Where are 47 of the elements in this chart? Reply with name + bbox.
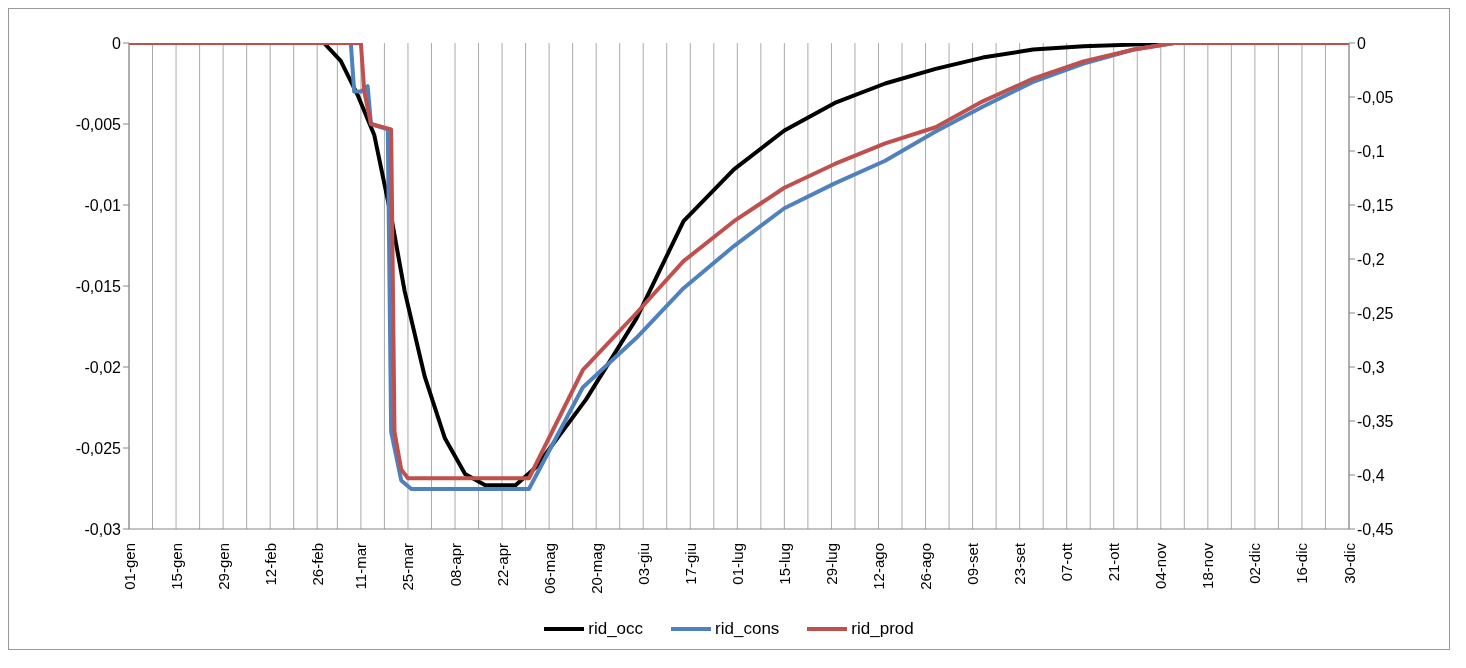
legend-label: rid_occ [588, 619, 644, 639]
x-tick-label: 26-ago [917, 543, 935, 590]
x-tick-label: 25-mar [399, 543, 417, 591]
y-tick-label: -0,02 [84, 358, 122, 376]
x-tick-label: 11-mar [352, 543, 370, 590]
legend-label: rid_prod [851, 619, 914, 639]
y2-tick-label: -0,15 [1357, 196, 1394, 214]
y-tick-label: -0,01 [84, 196, 122, 214]
y-tick-label: -0,03 [84, 520, 122, 538]
y2-tick-label: -0,45 [1357, 520, 1394, 538]
x-tick-label: 23-set [1011, 542, 1029, 585]
y2-tick-label: 0 [1357, 34, 1366, 52]
x-tick-label: 17-giu [681, 543, 699, 585]
x-tick-label: 29-gen [214, 543, 232, 590]
x-tick-label: 04-nov [1152, 542, 1170, 589]
x-tick-label: 01-gen [120, 543, 138, 590]
y2-tick-label: -0,4 [1357, 466, 1385, 484]
x-tick-label: 29-lug [822, 543, 840, 585]
legend-label: rid_cons [715, 619, 780, 639]
x-tick-label: 03-giu [634, 543, 652, 585]
y2-tick-label: -0,05 [1357, 88, 1394, 106]
y2-tick-label: -0,35 [1357, 412, 1394, 430]
x-tick-label: 06-mag [540, 543, 558, 594]
x-tick-label: 15-lug [775, 543, 793, 585]
x-tick-label: 18-nov [1199, 542, 1217, 589]
x-tick-label: 12-ago [869, 543, 887, 590]
y2-tick-label: -0,3 [1357, 358, 1385, 376]
x-tick-label: 15-gen [167, 543, 185, 590]
y-tick-label: -0,015 [75, 277, 122, 295]
x-tick-label: 22-apr [493, 543, 511, 587]
x-tick-label: 30-dic [1340, 542, 1358, 584]
y-tick-label: -0,025 [75, 439, 122, 457]
y2-tick-label: -0,2 [1357, 250, 1385, 268]
x-tick-label: 16-dic [1293, 542, 1311, 584]
x-tick-label: 09-set [964, 542, 982, 585]
x-tick-label: 12-feb [261, 543, 279, 586]
x-tick-label: 21-ott [1105, 542, 1123, 582]
x-tick-label: 02-dic [1246, 542, 1264, 584]
x-tick-label: 08-apr [446, 543, 464, 587]
x-tick-label: 26-feb [308, 543, 326, 586]
y2-tick-label: -0,25 [1357, 304, 1394, 322]
x-tick-label: 20-mag [587, 543, 605, 594]
y-tick-label: 0 [112, 34, 122, 52]
y-tick-label: -0,005 [75, 115, 122, 133]
x-tick-label: 01-lug [728, 543, 746, 585]
y2-tick-label: -0,1 [1357, 142, 1385, 160]
x-tick-label: 07-ott [1058, 542, 1076, 582]
